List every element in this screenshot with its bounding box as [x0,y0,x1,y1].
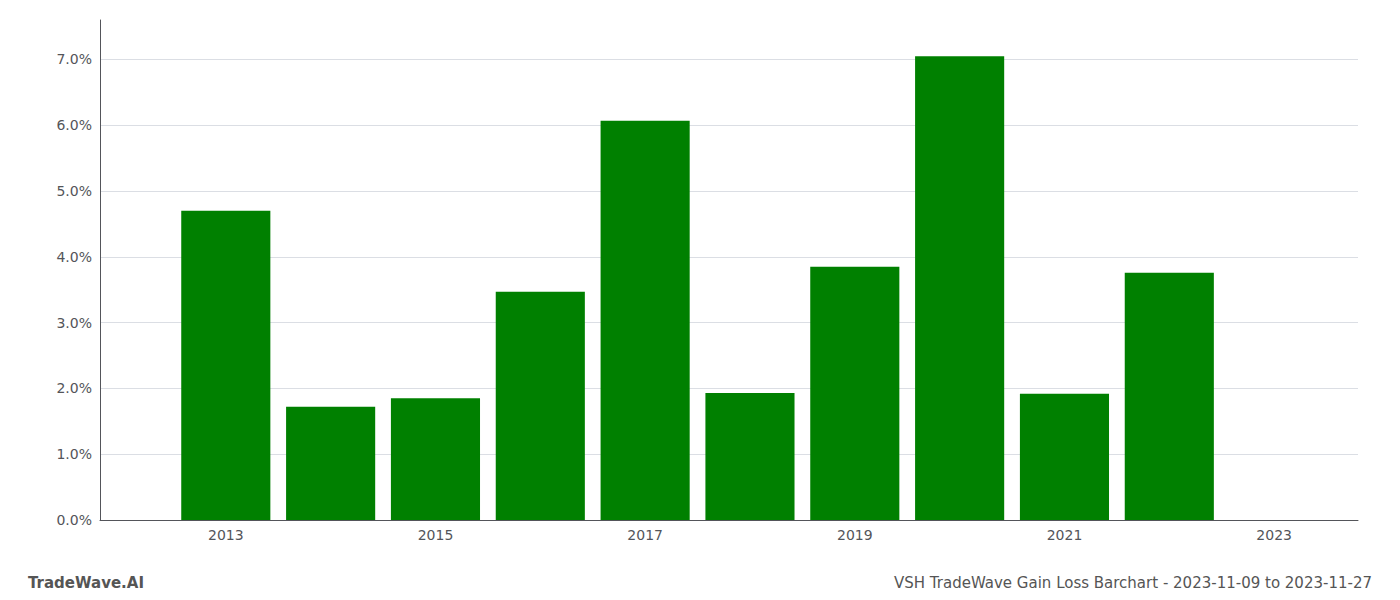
svg-text:1.0%: 1.0% [56,446,92,462]
svg-text:2013: 2013 [208,527,244,543]
svg-text:7.0%: 7.0% [56,51,92,67]
svg-text:5.0%: 5.0% [56,183,92,199]
svg-text:2017: 2017 [627,527,663,543]
svg-text:2.0%: 2.0% [56,380,92,396]
svg-text:0.0%: 0.0% [56,512,92,528]
svg-text:2021: 2021 [1047,527,1083,543]
svg-text:TradeWave.AI: TradeWave.AI [28,574,144,592]
svg-text:2019: 2019 [837,527,873,543]
svg-text:3.0%: 3.0% [56,315,92,331]
svg-text:VSH TradeWave Gain Loss Barcha: VSH TradeWave Gain Loss Barchart - 2023-… [894,574,1372,592]
svg-text:2015: 2015 [418,527,454,543]
svg-text:2023: 2023 [1256,527,1292,543]
svg-text:6.0%: 6.0% [56,117,92,133]
svg-text:4.0%: 4.0% [56,249,92,265]
